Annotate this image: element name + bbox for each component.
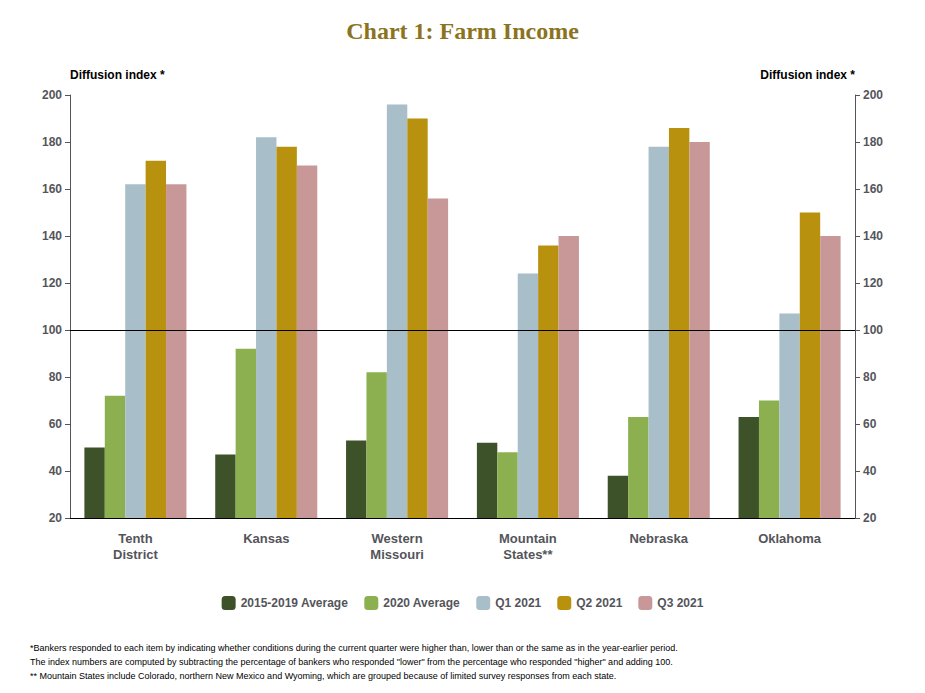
svg-text:Q2 2021: Q2 2021: [576, 596, 622, 610]
svg-text:*Bankers responded to each ite: *Bankers responded to each item by indic…: [30, 643, 678, 653]
svg-text:Mountain: Mountain: [499, 531, 557, 546]
svg-text:140: 140: [42, 229, 62, 243]
svg-text:180: 180: [42, 135, 62, 149]
svg-text:** Mountain States include Col: ** Mountain States include Colorado, nor…: [30, 671, 616, 681]
svg-text:80: 80: [49, 370, 63, 384]
svg-text:Chart 1: Farm Income: Chart 1: Farm Income: [346, 18, 579, 44]
svg-text:2015-2019 Average: 2015-2019 Average: [241, 596, 349, 610]
svg-text:States**: States**: [503, 547, 553, 562]
svg-text:200: 200: [42, 88, 62, 102]
svg-text:20: 20: [863, 511, 877, 525]
svg-text:140: 140: [863, 229, 883, 243]
svg-text:160: 160: [42, 182, 62, 196]
svg-text:2020 Average: 2020 Average: [383, 596, 460, 610]
svg-text:The index numbers are computed: The index numbers are computed by subtra…: [30, 657, 673, 667]
svg-text:200: 200: [863, 88, 883, 102]
svg-text:160: 160: [863, 182, 883, 196]
svg-text:District: District: [113, 547, 158, 562]
svg-text:80: 80: [863, 370, 877, 384]
svg-text:120: 120: [863, 276, 883, 290]
svg-text:Diffusion index *: Diffusion index *: [760, 68, 855, 82]
svg-text:40: 40: [863, 464, 877, 478]
svg-text:Q3 2021: Q3 2021: [657, 596, 703, 610]
svg-text:Kansas: Kansas: [243, 531, 289, 546]
svg-text:Tenth: Tenth: [118, 531, 152, 546]
svg-text:60: 60: [49, 417, 63, 431]
svg-text:180: 180: [863, 135, 883, 149]
svg-text:40: 40: [49, 464, 63, 478]
svg-text:Western: Western: [372, 531, 423, 546]
svg-text:100: 100: [863, 323, 883, 337]
svg-text:120: 120: [42, 276, 62, 290]
svg-text:Missouri: Missouri: [370, 547, 423, 562]
svg-text:100: 100: [42, 323, 62, 337]
svg-text:20: 20: [49, 511, 63, 525]
svg-text:Diffusion index *: Diffusion index *: [70, 68, 165, 82]
svg-text:Nebraska: Nebraska: [629, 531, 688, 546]
svg-text:Oklahoma: Oklahoma: [758, 531, 822, 546]
svg-text:Q1 2021: Q1 2021: [495, 596, 541, 610]
svg-text:60: 60: [863, 417, 877, 431]
